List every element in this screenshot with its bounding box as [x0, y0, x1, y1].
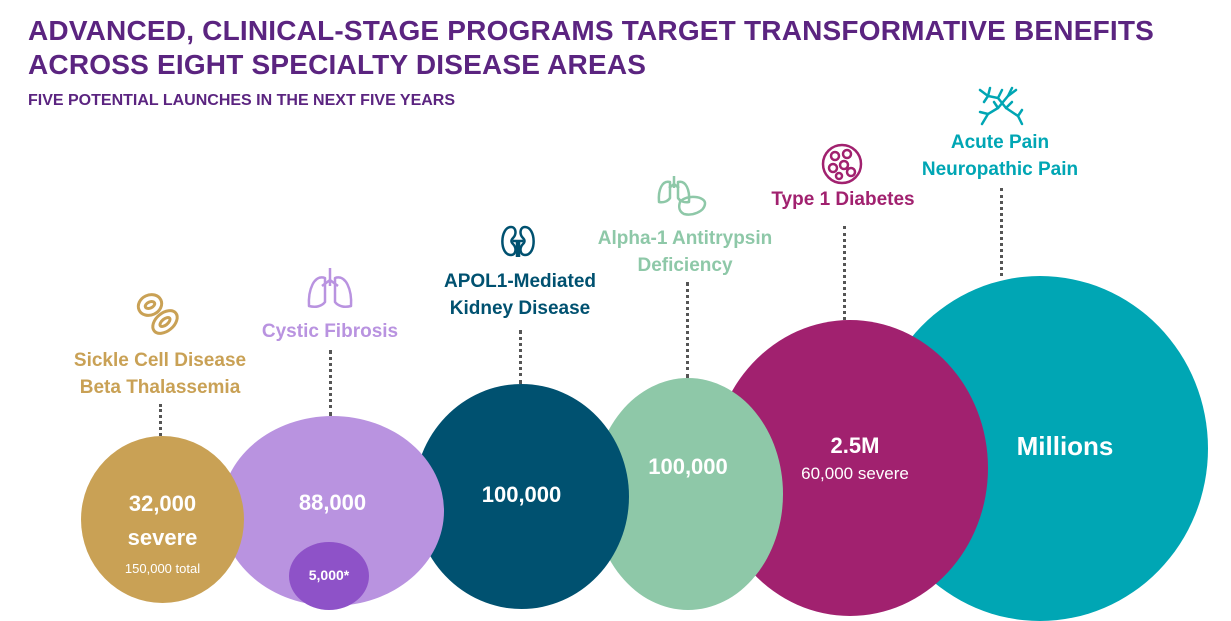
blood-cells-icon: [136, 293, 179, 335]
label-cystic-fibrosis: Cystic Fibrosis: [230, 318, 430, 345]
cystic-fibrosis-subset-count: 5,000*: [308, 567, 350, 583]
apol1-count: 100,000: [481, 482, 562, 507]
slide-subtitle: FIVE POTENTIAL LAUNCHES IN THE NEXT FIVE…: [28, 92, 456, 109]
connector-type1-diabetes: [843, 226, 846, 320]
label-apol1: APOL1-Mediated Kidney Disease: [400, 268, 640, 322]
circle-sickle-cell: [81, 436, 244, 603]
title-line-2: ACROSS EIGHT SPECIALTY DISEASE AREAS: [28, 49, 647, 80]
connector-acute-pain: [1000, 188, 1003, 276]
label-sickle-cell: Sickle Cell Disease Beta Thalassemia: [40, 347, 280, 401]
title-line-1: ADVANCED, CLINICAL-STAGE PROGRAMS TARGET…: [28, 15, 1155, 46]
label-alpha1-line2: Deficiency: [637, 255, 733, 276]
type1-diabetes-severe: 60,000 severe: [801, 464, 909, 483]
lungs-liver-icon: [657, 176, 707, 216]
label-alpha1: Alpha-1 Antitrypsin Deficiency: [565, 225, 805, 279]
acute-pain-count: Millions: [1016, 431, 1114, 461]
sickle-cell-count: 32,000: [128, 491, 197, 516]
sickle-cell-values: 32,000 severe 150,000 total: [81, 487, 244, 576]
label-sickle-cell-line1: Sickle Cell Disease: [73, 350, 247, 371]
cystic-fibrosis-count: 88,000: [298, 490, 367, 515]
slide-title: ADVANCED, CLINICAL-STAGE PROGRAMS TARGET…: [28, 14, 1218, 82]
kidneys-icon: [501, 225, 535, 257]
lungs-icon: [307, 268, 353, 309]
label-acute-pain-line1: Acute Pain: [950, 132, 1050, 153]
connector-sickle-cell: [159, 404, 162, 436]
label-type1-diabetes-line1: Type 1 Diabetes: [771, 189, 915, 210]
connector-cystic-fibrosis: [329, 350, 332, 416]
pancreas-cells-icon: [821, 143, 863, 185]
type1-diabetes-count: 2.5M: [830, 433, 880, 458]
sickle-cell-count-qualifier: severe: [127, 525, 198, 550]
label-apol1-line2: Kidney Disease: [449, 298, 591, 319]
neurons-icon: [978, 86, 1024, 126]
connector-apol1: [519, 330, 522, 384]
label-apol1-line1: APOL1-Mediated: [443, 271, 597, 292]
label-cystic-fibrosis-line1: Cystic Fibrosis: [261, 321, 399, 342]
label-alpha1-line1: Alpha-1 Antitrypsin: [597, 228, 773, 249]
label-type1-diabetes: Type 1 Diabetes: [735, 186, 951, 213]
sickle-cell-total: 150,000 total: [124, 561, 201, 576]
connector-alpha1: [686, 282, 689, 378]
type1-diabetes-values: 2.5M 60,000 severe: [745, 429, 965, 485]
circle-apol1: [414, 384, 629, 609]
label-acute-pain: Acute Pain Neuropathic Pain: [895, 129, 1105, 183]
label-sickle-cell-line2: Beta Thalassemia: [79, 377, 241, 398]
alpha1-count: 100,000: [648, 454, 728, 479]
circle-cf-subset: [289, 542, 369, 610]
label-acute-pain-line2: Neuropathic Pain: [921, 159, 1079, 180]
